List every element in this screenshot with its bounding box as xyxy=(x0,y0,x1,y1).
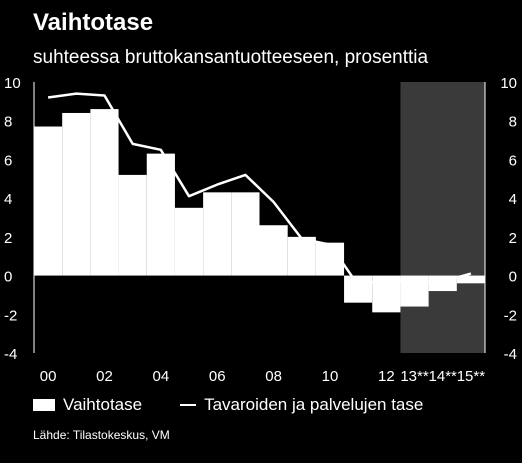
legend-label-line: Tavaroiden ja palvelujen tase xyxy=(204,395,424,414)
y-tick-right--2: -2 xyxy=(504,307,517,324)
bar-2001 xyxy=(62,112,91,276)
y-tick-right-2: 2 xyxy=(509,230,517,247)
bar-2000 xyxy=(34,126,63,276)
y-tick-right-8: 8 xyxy=(509,114,517,131)
x-tick-00: 00 xyxy=(40,368,57,385)
y-tick-left--4: -4 xyxy=(4,346,17,363)
chart-subtitle: suhteessa bruttokansantuotteeseen, prose… xyxy=(33,47,429,68)
x-tick-14: 14** xyxy=(429,368,458,385)
x-tick-02: 02 xyxy=(96,368,113,385)
y-tick-left--2: -2 xyxy=(4,307,17,324)
y-tick-right-6: 6 xyxy=(509,152,517,169)
y-tick-left-10: 10 xyxy=(4,75,21,92)
y-tick-left-4: 4 xyxy=(4,191,12,208)
legend: Vaihtotase Tavaroiden ja palvelujen tase xyxy=(33,395,423,415)
y-tick-left-2: 2 xyxy=(4,230,12,247)
bar-2002 xyxy=(90,109,119,276)
bar-2015 xyxy=(456,275,485,284)
legend-label-bar: Vaihtotase xyxy=(63,395,143,414)
bar-2007 xyxy=(231,192,260,276)
bar-2005 xyxy=(174,207,204,276)
x-tick-04: 04 xyxy=(153,368,170,385)
chart-title: Vaihtotase xyxy=(33,9,154,36)
line-tavaroiden-ja-palvelujen-tase xyxy=(47,92,472,287)
bar-2009 xyxy=(287,236,316,276)
y-tick-right--4: -4 xyxy=(504,346,517,363)
y-tick-left-0: 0 xyxy=(4,269,12,286)
x-tick-08: 08 xyxy=(265,368,282,385)
bar-2006 xyxy=(203,192,232,276)
y-tick-left-6: 6 xyxy=(4,152,12,169)
x-tick-15: 15** xyxy=(457,368,486,385)
y-tick-right-0: 0 xyxy=(509,269,517,286)
legend-bar-swatch xyxy=(33,399,55,411)
y-tick-right-10: 10 xyxy=(500,75,517,92)
y-tick-right-4: 4 xyxy=(509,191,517,208)
bar-2003 xyxy=(118,174,147,276)
legend-line-swatch xyxy=(180,404,197,406)
bar-2008 xyxy=(259,225,288,276)
source-note: Lähde: Tilastokeskus, VM xyxy=(33,428,170,442)
bar-2011 xyxy=(344,275,373,303)
x-tick-12: 12 xyxy=(378,368,395,385)
x-tick-13: 13** xyxy=(400,368,429,385)
x-tick-06: 06 xyxy=(209,368,226,385)
y-tick-left-8: 8 xyxy=(4,114,12,131)
bar-2004 xyxy=(146,153,175,276)
forecast-shade xyxy=(400,82,485,353)
x-tick-10: 10 xyxy=(322,368,339,385)
